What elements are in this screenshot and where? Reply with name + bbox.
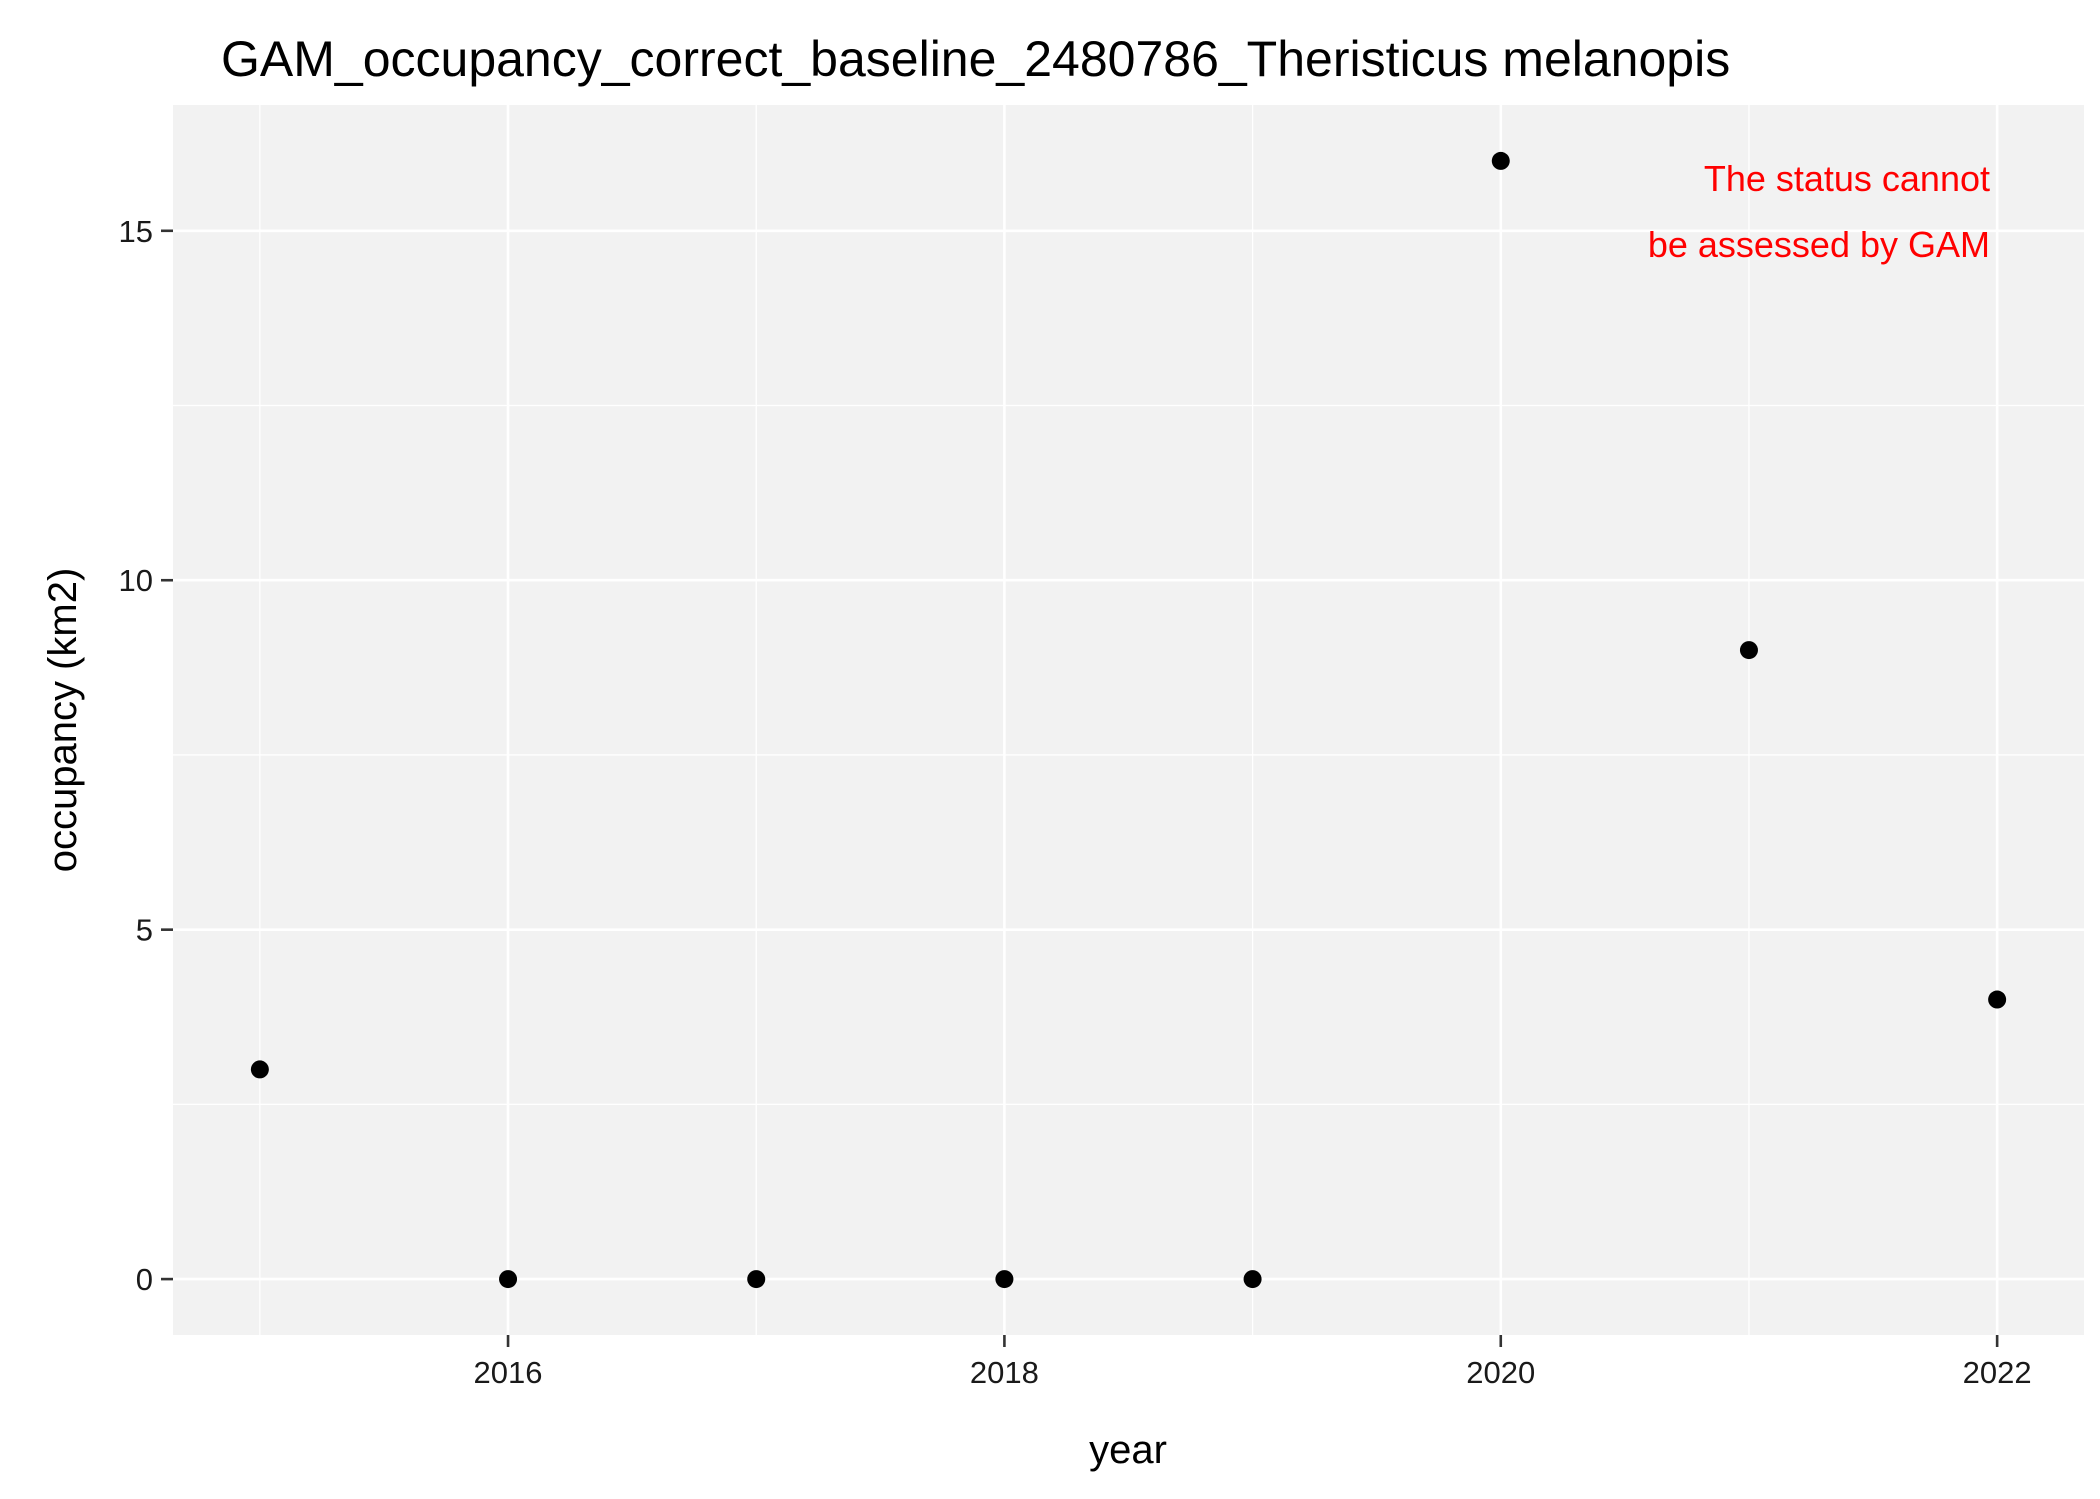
data-point	[995, 1270, 1014, 1289]
data-point	[1491, 151, 1510, 170]
y-tick-label: 5	[136, 913, 153, 948]
status-annotation-line-2: be assessed by GAM	[1648, 224, 1990, 265]
x-axis: 2016 2018 2020 2022	[474, 1335, 2032, 1390]
x-tick-label: 2016	[474, 1355, 543, 1390]
y-tick-label: 0	[136, 1262, 153, 1297]
data-point	[1243, 1270, 1262, 1289]
plot-panel	[173, 105, 2084, 1335]
major-gridlines	[173, 105, 2084, 1335]
minor-gridlines	[173, 105, 2084, 1335]
x-tick-label: 2020	[1466, 1355, 1535, 1390]
y-tick-label: 15	[119, 214, 153, 249]
x-axis-title: year	[1089, 1428, 1167, 1472]
x-tick-label: 2022	[1963, 1355, 2032, 1390]
chart-title: GAM_occupancy_correct_baseline_2480786_T…	[221, 31, 1730, 87]
data-point	[1988, 990, 2007, 1009]
x-tick-label: 2018	[970, 1355, 1039, 1390]
y-axis-title: occupancy (km2)	[41, 568, 85, 873]
data-point	[747, 1270, 766, 1289]
data-point	[499, 1270, 518, 1289]
y-axis: 0 5 10 15	[119, 214, 173, 1297]
data-point	[1739, 641, 1758, 660]
data-points	[250, 151, 2007, 1289]
data-point	[250, 1060, 269, 1079]
status-annotation-line-1: The status cannot	[1704, 158, 1990, 199]
y-tick-label: 10	[119, 563, 153, 598]
